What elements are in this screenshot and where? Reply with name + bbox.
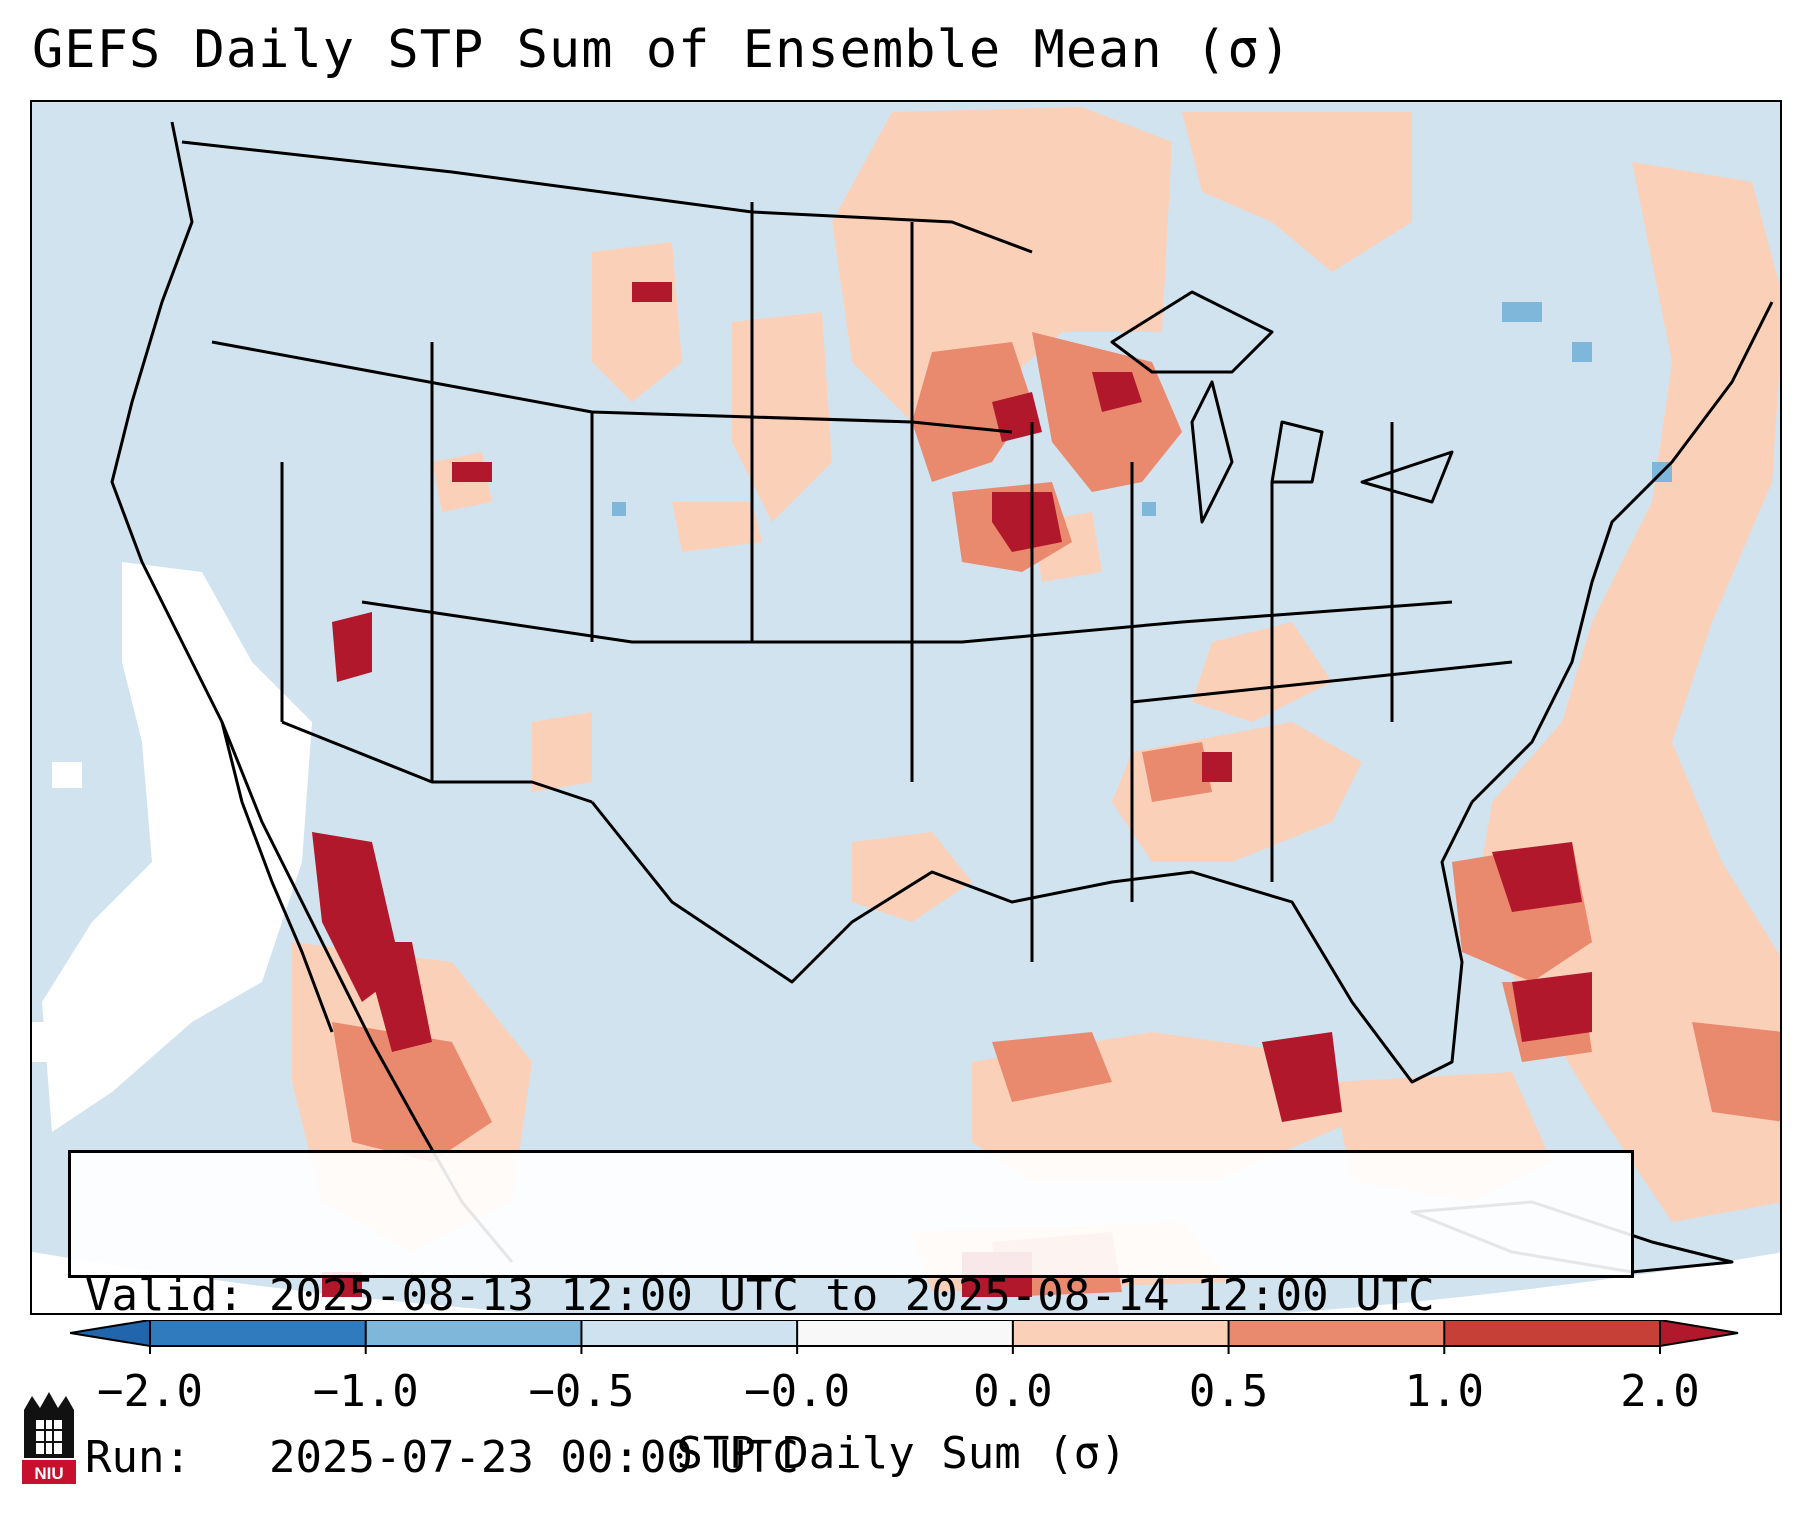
colorbar-tick-label: 1.0 (1404, 1366, 1485, 1417)
logo-window (36, 1420, 62, 1454)
colorbar-segment (1444, 1320, 1661, 1346)
niu-logo: NIU (22, 1392, 76, 1484)
valid-value: 2025-08-13 12:00 UTC to 2025-08-14 12:00… (269, 1270, 1435, 1321)
map-svg (32, 102, 1780, 1313)
colorbar-segment (1012, 1320, 1230, 1346)
valid-time-box: Valid: 2025-08-13 12:00 UTC to 2025-08-14… (68, 1150, 1634, 1483)
colorbar-tick-label: −0.5 (528, 1366, 635, 1417)
colorbar-segment (1228, 1320, 1445, 1346)
colorbar-ticks (149, 1320, 1661, 1354)
valid-row: Valid: 2025-08-13 12:00 UTC to 2025-08-14… (85, 1269, 1617, 1323)
colorbar-over-arrow (1659, 1320, 1739, 1348)
colorbar-segment (150, 1320, 367, 1346)
colorbar-segment (365, 1320, 582, 1346)
colorbar-tick-label: 2.0 (1620, 1366, 1700, 1417)
colorbar-label: STP Daily Sum (σ) (676, 1428, 1127, 1479)
colorbar-tick-label: −1.0 (312, 1366, 419, 1417)
colorbar-tick-label: −0.0 (744, 1366, 851, 1417)
colorbar (70, 1320, 1739, 1354)
logo-text: NIU (34, 1464, 63, 1483)
colorbar-tick-label: 0.0 (973, 1366, 1053, 1417)
chart-title: GEFS Daily STP Sum of Ensemble Mean (σ) (32, 20, 1292, 80)
map-outside-domain (32, 1252, 1780, 1313)
logo-banner (22, 1460, 76, 1484)
run-label: Run: (85, 1432, 191, 1483)
colorbar-under-arrow (70, 1320, 151, 1348)
colorbar-tick-label: 0.5 (1188, 1366, 1269, 1417)
colorbar-tick-label: −2.0 (97, 1366, 203, 1417)
colorbar-segment (797, 1320, 1014, 1346)
valid-label: Valid: (85, 1270, 244, 1321)
near-zero-field (32, 562, 312, 1132)
run-row: Run: 2025-07-23 00:00 UTC (85, 1431, 1617, 1485)
map-panel (30, 100, 1782, 1315)
run-value: 2025-07-23 00:00 UTC (269, 1432, 799, 1483)
geographic-borders (110, 121, 1774, 1274)
colorbar-segments (150, 1320, 1661, 1346)
colorbar-segment (581, 1320, 798, 1346)
stp-high-anomaly (312, 282, 1592, 1297)
